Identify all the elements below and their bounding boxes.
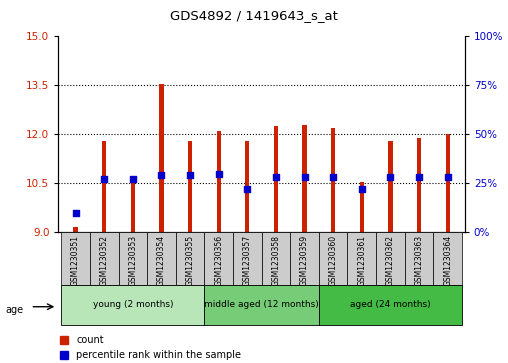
Point (243, 186, 251, 192)
Point (301, 175, 309, 180)
Text: GDS4892 / 1419643_s_at: GDS4892 / 1419643_s_at (170, 9, 338, 22)
Bar (204, 232, 233, 285)
Point (358, 186, 366, 192)
Bar (360, 182, 364, 232)
Bar (131, 180, 135, 232)
Text: GSM1230351: GSM1230351 (71, 235, 80, 286)
Bar (302, 125, 307, 232)
Bar (160, 83, 164, 232)
Text: GSM1230360: GSM1230360 (329, 235, 338, 286)
Point (272, 175, 280, 180)
Text: GSM1230353: GSM1230353 (129, 235, 137, 286)
Bar (274, 126, 278, 232)
Text: GSM1230358: GSM1230358 (271, 235, 280, 286)
Point (387, 175, 395, 180)
Bar (102, 141, 106, 232)
Point (72, 210, 80, 216)
Point (129, 176, 137, 182)
Point (157, 172, 166, 178)
Bar (446, 134, 450, 232)
Bar (245, 141, 249, 232)
Text: aged (24 months): aged (24 months) (350, 301, 431, 309)
Text: young (2 months): young (2 months) (92, 301, 173, 309)
Text: GSM1230356: GSM1230356 (214, 235, 223, 286)
Text: age: age (5, 305, 23, 315)
Bar (319, 285, 462, 325)
Bar (347, 232, 376, 285)
Text: middle aged (12 months): middle aged (12 months) (204, 301, 319, 309)
Bar (388, 142, 393, 232)
Text: GSM1230362: GSM1230362 (386, 235, 395, 286)
Bar (405, 232, 433, 285)
Bar (417, 138, 421, 232)
Text: GSM1230359: GSM1230359 (300, 235, 309, 286)
Bar (290, 232, 319, 285)
Text: GSM1230352: GSM1230352 (100, 235, 109, 286)
Text: GSM1230354: GSM1230354 (157, 235, 166, 286)
Bar (376, 232, 405, 285)
Bar (176, 232, 204, 285)
Bar (74, 227, 78, 232)
Text: GSM1230364: GSM1230364 (443, 235, 452, 286)
Point (443, 175, 452, 180)
Text: GSM1230361: GSM1230361 (357, 235, 366, 286)
Point (100, 176, 108, 182)
Bar (262, 232, 290, 285)
Bar (204, 285, 319, 325)
Text: GSM1230357: GSM1230357 (243, 235, 252, 286)
Bar (147, 232, 176, 285)
Point (415, 175, 423, 180)
Point (329, 175, 337, 180)
Bar (61, 285, 204, 325)
Point (186, 172, 194, 178)
Bar (216, 131, 221, 232)
Bar (118, 232, 147, 285)
Bar (90, 232, 118, 285)
Text: GSM1230355: GSM1230355 (185, 235, 195, 286)
Bar (433, 232, 462, 285)
Bar (331, 128, 335, 232)
Text: GSM1230363: GSM1230363 (415, 235, 424, 286)
Bar (188, 142, 192, 232)
Bar (319, 232, 347, 285)
Bar (61, 232, 90, 285)
Point (214, 171, 223, 176)
Legend: count, percentile rank within the sample: count, percentile rank within the sample (56, 331, 245, 363)
Bar (233, 232, 262, 285)
